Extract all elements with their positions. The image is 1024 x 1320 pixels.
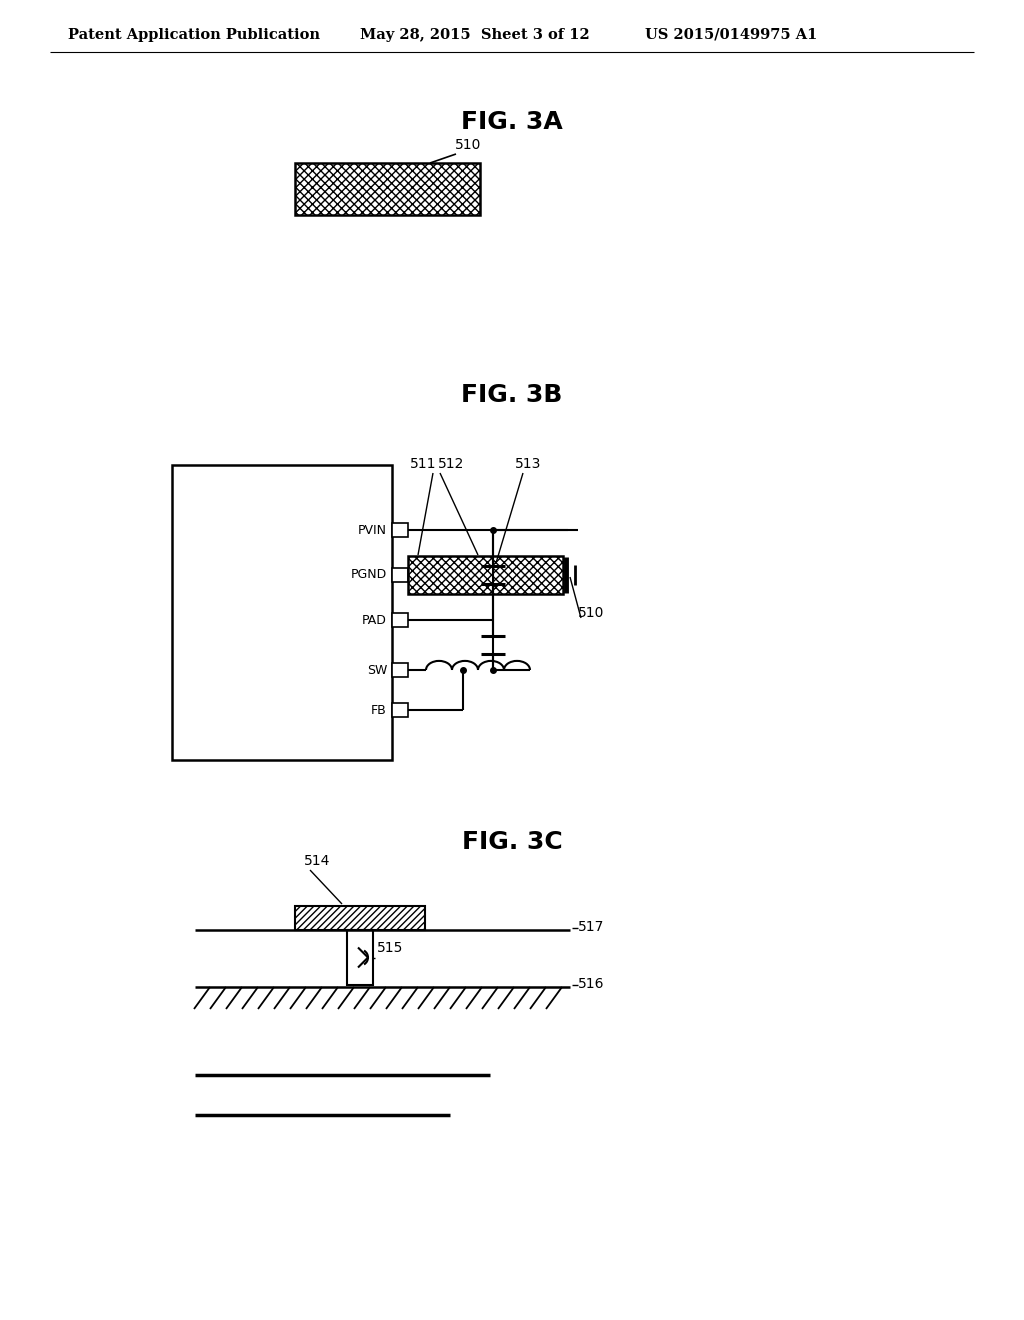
Text: May 28, 2015  Sheet 3 of 12: May 28, 2015 Sheet 3 of 12 bbox=[360, 28, 590, 42]
Text: PGND: PGND bbox=[351, 569, 387, 582]
Text: 510: 510 bbox=[578, 606, 604, 620]
Bar bbox=[347, 931, 373, 985]
Text: PVIN: PVIN bbox=[358, 524, 387, 536]
Text: US 2015/0149975 A1: US 2015/0149975 A1 bbox=[645, 28, 817, 42]
Text: 517: 517 bbox=[578, 920, 604, 935]
Text: PAD: PAD bbox=[362, 614, 387, 627]
Text: 511: 511 bbox=[410, 457, 436, 471]
Text: FIG. 3C: FIG. 3C bbox=[462, 830, 562, 854]
Bar bbox=[172, 465, 392, 760]
Text: FB: FB bbox=[372, 704, 387, 717]
Text: FIG. 3A: FIG. 3A bbox=[461, 110, 563, 135]
Text: 512: 512 bbox=[438, 457, 464, 471]
Text: FIG. 3B: FIG. 3B bbox=[462, 383, 562, 407]
Bar bbox=[392, 568, 408, 582]
Bar bbox=[392, 612, 408, 627]
Bar bbox=[408, 556, 563, 594]
Text: 513: 513 bbox=[515, 457, 542, 471]
Text: 516: 516 bbox=[578, 977, 604, 991]
Bar bbox=[392, 704, 408, 717]
Text: Patent Application Publication: Patent Application Publication bbox=[68, 28, 319, 42]
Bar bbox=[295, 162, 480, 215]
Text: 510: 510 bbox=[455, 139, 481, 152]
Text: 515: 515 bbox=[377, 941, 403, 956]
Text: SW: SW bbox=[367, 664, 387, 676]
Text: 514: 514 bbox=[304, 854, 331, 869]
Bar bbox=[392, 523, 408, 537]
Bar bbox=[295, 906, 425, 931]
Bar bbox=[392, 663, 408, 677]
